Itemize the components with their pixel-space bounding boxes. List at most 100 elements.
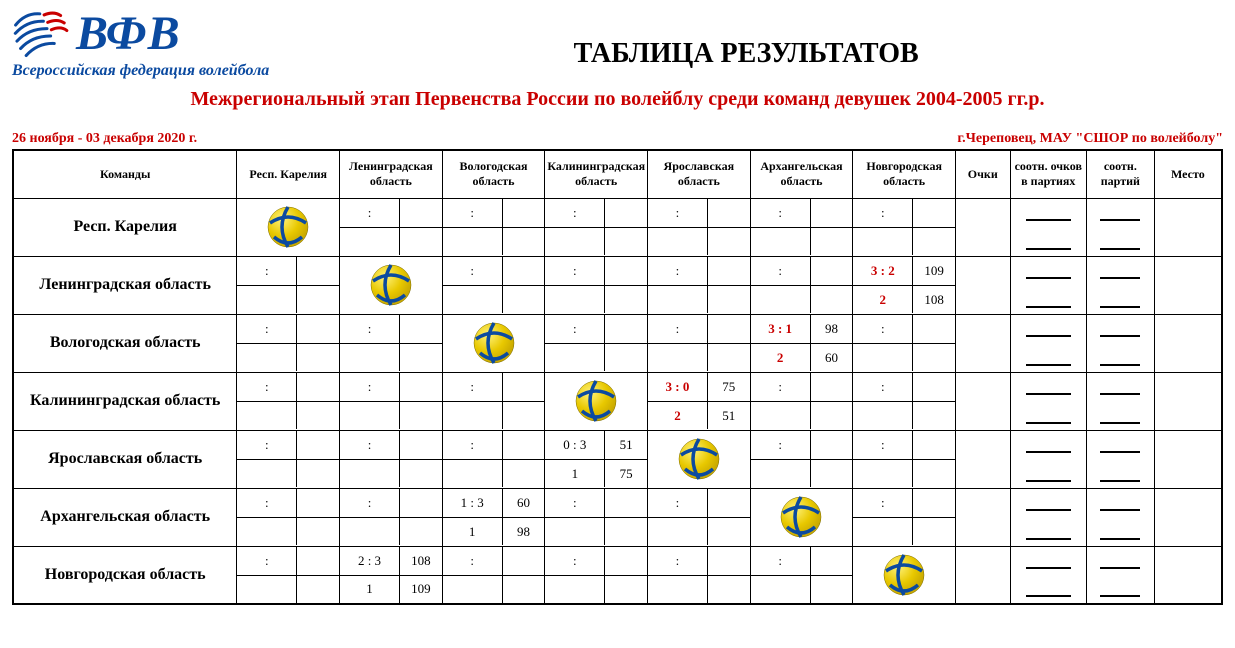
result-cell: 3 : 1 98 2 60 <box>750 314 853 372</box>
points-for <box>912 199 955 227</box>
points-against <box>707 344 750 371</box>
ratio-points-cell <box>1010 314 1086 372</box>
set-score: : <box>648 547 707 575</box>
place-cell <box>1154 488 1222 546</box>
points-for <box>296 431 339 459</box>
match-points <box>853 228 912 255</box>
ratio-points-cell <box>1010 198 1086 256</box>
set-score: 0 : 3 <box>545 431 604 459</box>
col-ochki: Очки <box>955 150 1010 198</box>
points-against: 108 <box>912 286 955 313</box>
result-cell: : <box>442 256 545 314</box>
ochki-cell <box>955 256 1010 314</box>
result-cell: : <box>853 314 956 372</box>
points-for <box>912 431 955 459</box>
match-points <box>237 286 296 313</box>
set-score: : <box>545 199 604 227</box>
points-against <box>707 286 750 313</box>
set-score: 3 : 2 <box>853 257 912 285</box>
match-cell: : <box>751 199 853 255</box>
match-cell: : <box>545 547 647 603</box>
team-name: Архангельская область <box>13 488 237 546</box>
col-opp-4: Калининградская область <box>545 150 648 198</box>
summary-cell <box>1087 199 1154 256</box>
summary-cell <box>1087 373 1154 430</box>
volleyball-icon <box>266 205 310 249</box>
col-opp-5: Ярославская область <box>648 150 751 198</box>
points-against <box>502 402 545 429</box>
match-cell: : <box>648 489 750 545</box>
event-subtitle: Межрегиональный этап Первенства России п… <box>12 88 1223 111</box>
diagonal-cell <box>237 198 340 256</box>
match-points <box>443 286 502 313</box>
match-points: 1 <box>545 460 604 487</box>
col-ratio-sets: соотн. партий <box>1087 150 1155 198</box>
team-name: Новгородская область <box>13 546 237 604</box>
match-cell: : <box>751 257 853 313</box>
set-score: : <box>648 315 707 343</box>
match-points <box>443 460 502 487</box>
match-points <box>751 576 810 603</box>
points-against <box>604 576 647 603</box>
match-points: 2 <box>648 402 707 429</box>
points-against <box>912 518 955 545</box>
match-cell: : <box>853 199 955 255</box>
points-for <box>912 373 955 401</box>
result-cell: : <box>853 488 956 546</box>
match-points <box>237 460 296 487</box>
set-score: : <box>545 547 604 575</box>
col-teams: Команды <box>13 150 237 198</box>
points-for <box>604 547 647 575</box>
ratio-sets-cell <box>1087 430 1155 488</box>
set-score: : <box>751 373 810 401</box>
match-points <box>443 228 502 255</box>
match-cell: : <box>237 489 339 545</box>
match-points <box>648 344 707 371</box>
summary-cell <box>1011 199 1086 256</box>
table-row: Ярославская область : : : 0 : 3 <box>13 430 1222 488</box>
table-row: Вологодская область : : : <box>13 314 1222 372</box>
meta-location: г.Череповец, МАУ "СШОР по волейболу" <box>957 131 1223 147</box>
points-for <box>399 373 442 401</box>
match-cell: : <box>545 199 647 255</box>
points-against: 51 <box>707 402 750 429</box>
match-points <box>853 344 912 371</box>
team-name: Ярославская область <box>13 430 237 488</box>
points-for <box>502 431 545 459</box>
points-against <box>604 228 647 255</box>
place-cell <box>1154 256 1222 314</box>
result-cell: : <box>340 314 443 372</box>
points-for: 109 <box>912 257 955 285</box>
result-cell: : <box>237 372 340 430</box>
volleyball-icon <box>677 437 721 481</box>
match-points <box>340 228 399 255</box>
volleyball-icon <box>472 321 516 365</box>
match-points <box>443 402 502 429</box>
table-header-row: Команды Респ. Карелия Ленинградская обла… <box>13 150 1222 198</box>
points-against <box>604 286 647 313</box>
match-cell: : <box>545 489 647 545</box>
result-cell: : <box>442 546 545 604</box>
result-cell: : <box>750 546 853 604</box>
match-points <box>340 402 399 429</box>
ratio-points-cell <box>1010 488 1086 546</box>
results-table: Команды Респ. Карелия Ленинградская обла… <box>12 149 1223 605</box>
set-score: 3 : 0 <box>648 373 707 401</box>
volleyball-icon <box>882 553 926 597</box>
set-score: : <box>237 373 296 401</box>
summary-cell <box>1011 257 1086 314</box>
col-opp-7: Новгородская область <box>853 150 956 198</box>
points-against <box>502 460 545 487</box>
points-against <box>912 460 955 487</box>
match-points <box>751 286 810 313</box>
set-score: : <box>443 257 502 285</box>
ochki-cell <box>955 198 1010 256</box>
points-for <box>502 547 545 575</box>
points-for: 60 <box>502 489 545 517</box>
result-cell: : <box>750 372 853 430</box>
result-cell: : <box>442 198 545 256</box>
match-cell: : <box>443 257 545 313</box>
points-for <box>399 199 442 227</box>
table-row: Респ. Карелия : : : <box>13 198 1222 256</box>
result-cell: : <box>648 256 751 314</box>
